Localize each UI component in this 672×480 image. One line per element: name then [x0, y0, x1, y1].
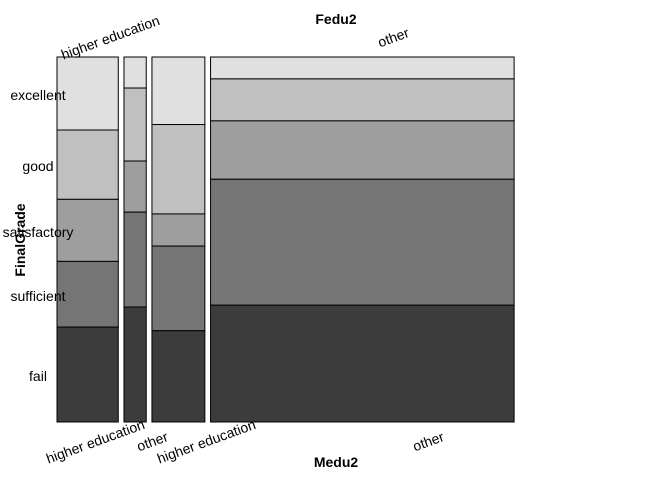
mosaic-tile-col4-good — [210, 78, 515, 122]
mosaic-tile-col2-good — [123, 87, 147, 162]
top-axis-title: Fedu2 — [315, 11, 356, 27]
mosaic-tile-col1-sufficient — [56, 260, 119, 328]
mosaic-tile-col3-excellent — [151, 56, 206, 126]
mosaic-tile-col2-sufficient — [123, 211, 147, 308]
mosaic-tile-col2-fail — [123, 306, 147, 423]
fedu2-label-higher-education: higher education — [59, 12, 162, 62]
row-label-excellent: excellent — [10, 87, 65, 103]
medu2-label-other-2: other — [411, 428, 447, 454]
mosaic-tile-col3-sufficient — [151, 245, 206, 332]
left-axis-title: FinalGrade — [12, 203, 28, 276]
mosaic-tile-col3-good — [151, 124, 206, 215]
mosaic-tile-col1-fail — [56, 326, 119, 423]
mosaic-tiles — [56, 56, 515, 423]
row-label-good: good — [22, 158, 53, 174]
row-label-satisfactory: satisfactory — [3, 224, 74, 240]
row-label-fail: fail — [29, 368, 47, 384]
medu2-label-higher-education-2: higher education — [155, 416, 258, 466]
mosaic-tile-col1-good — [56, 129, 119, 200]
mosaic-tile-col4-satisfactory — [210, 120, 515, 180]
mosaic-tile-col3-satisfactory — [151, 213, 206, 247]
mosaic-tile-col2-excellent — [123, 56, 147, 89]
mosaic-tile-col4-excellent — [210, 56, 515, 80]
mosaic-tile-col3-fail — [151, 330, 206, 423]
bottom-axis-title: Medu2 — [314, 454, 359, 470]
medu2-label-higher-education-1: higher education — [44, 416, 147, 466]
mosaic-tile-col4-fail — [210, 304, 515, 423]
mosaic-tile-col2-satisfactory — [123, 160, 147, 213]
mosaic-tile-col4-sufficient — [210, 178, 515, 306]
mosaic-tile-col1-excellent — [56, 56, 119, 131]
fedu2-label-other: other — [376, 24, 412, 50]
row-label-sufficient: sufficient — [11, 288, 66, 304]
mosaic-tile-col1-satisfactory — [56, 198, 119, 262]
